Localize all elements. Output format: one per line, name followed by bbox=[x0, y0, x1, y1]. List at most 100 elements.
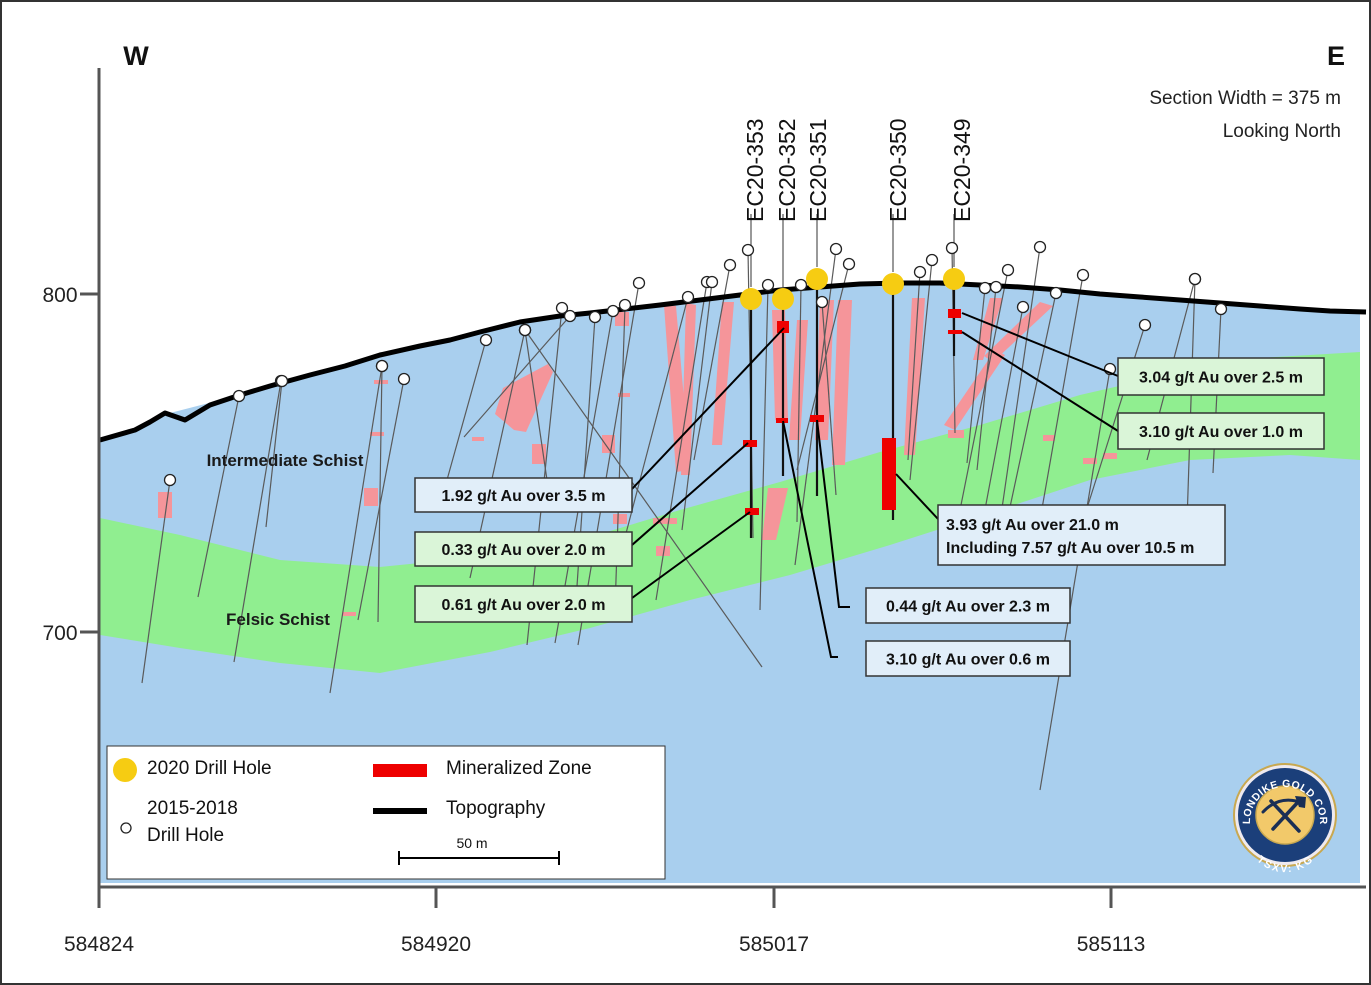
drill-trace bbox=[524, 329, 763, 668]
historic-collar bbox=[275, 374, 289, 388]
historic-collar bbox=[606, 304, 620, 318]
callout-text: 3.04 g/t Au over 2.5 m bbox=[1139, 370, 1303, 387]
looking-north-text: Looking North bbox=[1223, 121, 1341, 142]
hole-id-label: EC20-351 bbox=[805, 118, 831, 222]
historic-collar bbox=[555, 301, 569, 315]
callout-text: 3.10 g/t Au over 1.0 m bbox=[1139, 424, 1303, 441]
collar-2020 bbox=[943, 268, 965, 290]
collar-2020 bbox=[772, 288, 794, 310]
hole-id-label: EC20-349 bbox=[949, 118, 975, 222]
historic-collar bbox=[1049, 286, 1063, 300]
hole-id-labels: EC20-353 EC20-352 EC20-351 EC20-350 EC20-349 bbox=[742, 118, 975, 222]
historic-collar bbox=[815, 295, 829, 309]
callout-text: 0.44 g/t Au over 2.3 m bbox=[886, 599, 1050, 616]
callout-box bbox=[414, 477, 633, 513]
drill-trace bbox=[141, 479, 171, 684]
drill-trace bbox=[357, 378, 405, 621]
drill-trace bbox=[197, 395, 240, 598]
assay-callout: 0.61 g/t Au over 2.0 m bbox=[414, 585, 633, 623]
historic-collar bbox=[681, 290, 695, 304]
mineralized-interval bbox=[882, 438, 896, 510]
assay-callouts: 1.92 g/t Au over 3.5 m 0.33 g/t Au over 2… bbox=[414, 357, 1325, 677]
callout-box bbox=[865, 640, 1071, 677]
felsic-schist-label: Felsic Schist bbox=[226, 610, 330, 629]
historic-collar bbox=[632, 276, 646, 290]
drill-trace bbox=[821, 301, 837, 496]
mineralized-interval bbox=[745, 508, 759, 515]
drill-trace bbox=[655, 281, 708, 601]
legend-historic-label-2: Drill Hole bbox=[147, 825, 224, 846]
historic-collar bbox=[1076, 268, 1090, 282]
drill-trace bbox=[966, 287, 986, 464]
historic-collar bbox=[829, 242, 843, 256]
callout-text: Including 7.57 g/t Au over 10.5 m bbox=[946, 540, 1194, 557]
callout-text: 0.33 g/t Au over 2.0 m bbox=[442, 542, 606, 559]
y-tick-label: 700 bbox=[42, 622, 77, 645]
historic-collar bbox=[588, 310, 602, 324]
hole-id-label: EC20-353 bbox=[742, 118, 768, 222]
drill-trace bbox=[1186, 278, 1196, 523]
historic-collar bbox=[761, 278, 775, 292]
historic-collar bbox=[1033, 240, 1047, 254]
collar-2020 bbox=[882, 273, 904, 295]
drill-trace bbox=[623, 296, 689, 542]
legend-mineralized-swatch bbox=[373, 764, 427, 777]
historic-collar bbox=[705, 275, 719, 289]
callout-text: 1.92 g/t Au over 3.5 m bbox=[442, 488, 606, 505]
historic-collars bbox=[163, 240, 1228, 487]
historic-collar bbox=[479, 333, 493, 347]
historic-collar bbox=[518, 323, 532, 337]
callout-text: 3.10 g/t Au over 0.6 m bbox=[886, 652, 1050, 669]
x-tick-label: 584824 bbox=[64, 933, 134, 956]
mineralized-interval bbox=[777, 321, 789, 333]
historic-collar bbox=[978, 281, 992, 295]
historic-collar bbox=[563, 309, 577, 323]
axes bbox=[80, 68, 1366, 908]
collar-2020 bbox=[740, 288, 762, 310]
callout-box bbox=[1117, 412, 1325, 450]
west-label: W bbox=[123, 41, 149, 71]
drill-trace bbox=[907, 271, 921, 461]
drill-trace bbox=[329, 365, 383, 694]
drill-trace bbox=[1039, 368, 1111, 791]
callout-box bbox=[937, 504, 1226, 566]
historic-collar bbox=[232, 389, 246, 403]
callout-box bbox=[414, 531, 633, 567]
x-tick-label: 585017 bbox=[739, 933, 809, 956]
drill-trace bbox=[1003, 292, 1057, 536]
intermediate-schist-label: Intermediate Schist bbox=[207, 451, 364, 470]
assay-callout: 3.04 g/t Au over 2.5 m bbox=[1117, 357, 1325, 396]
y-tick-label: 800 bbox=[42, 284, 77, 307]
assay-callout: 3.93 g/t Au over 21.0 m Including 7.57 g/… bbox=[937, 504, 1226, 566]
historic-collar bbox=[925, 253, 939, 267]
legend: 2020 Drill Hole 2015-2018 Drill Hole Min… bbox=[106, 745, 666, 880]
historic-collar bbox=[618, 298, 632, 312]
legend-topography-label: Topography bbox=[446, 798, 546, 819]
drill-trace bbox=[265, 380, 283, 528]
drill-trace bbox=[233, 380, 282, 663]
scale-bar bbox=[398, 851, 560, 865]
drill-trace bbox=[577, 282, 640, 646]
historic-collar bbox=[794, 278, 808, 292]
drill-trace bbox=[463, 315, 571, 438]
collars-2020 bbox=[740, 268, 965, 310]
x-tick-label: 584920 bbox=[401, 933, 471, 956]
drill-trace bbox=[999, 246, 1041, 523]
assay-callout: 0.33 g/t Au over 2.0 m bbox=[414, 531, 633, 567]
mineralized-interval bbox=[948, 330, 962, 334]
historic-collar bbox=[1214, 302, 1228, 316]
hole-id-label: EC20-350 bbox=[885, 118, 911, 222]
legend-historic-collar-icon bbox=[120, 822, 132, 834]
drill-trace bbox=[759, 284, 769, 611]
mineralized-interval bbox=[810, 415, 824, 422]
collar-2020 bbox=[806, 268, 828, 290]
legend-historic-label-1: 2015-2018 bbox=[147, 798, 238, 819]
historic-collar bbox=[1001, 263, 1015, 277]
drill-trace bbox=[681, 281, 713, 531]
section-width-text: Section Width = 375 m bbox=[1149, 88, 1341, 109]
historic-collar bbox=[163, 473, 177, 487]
historic-collar bbox=[723, 258, 737, 272]
